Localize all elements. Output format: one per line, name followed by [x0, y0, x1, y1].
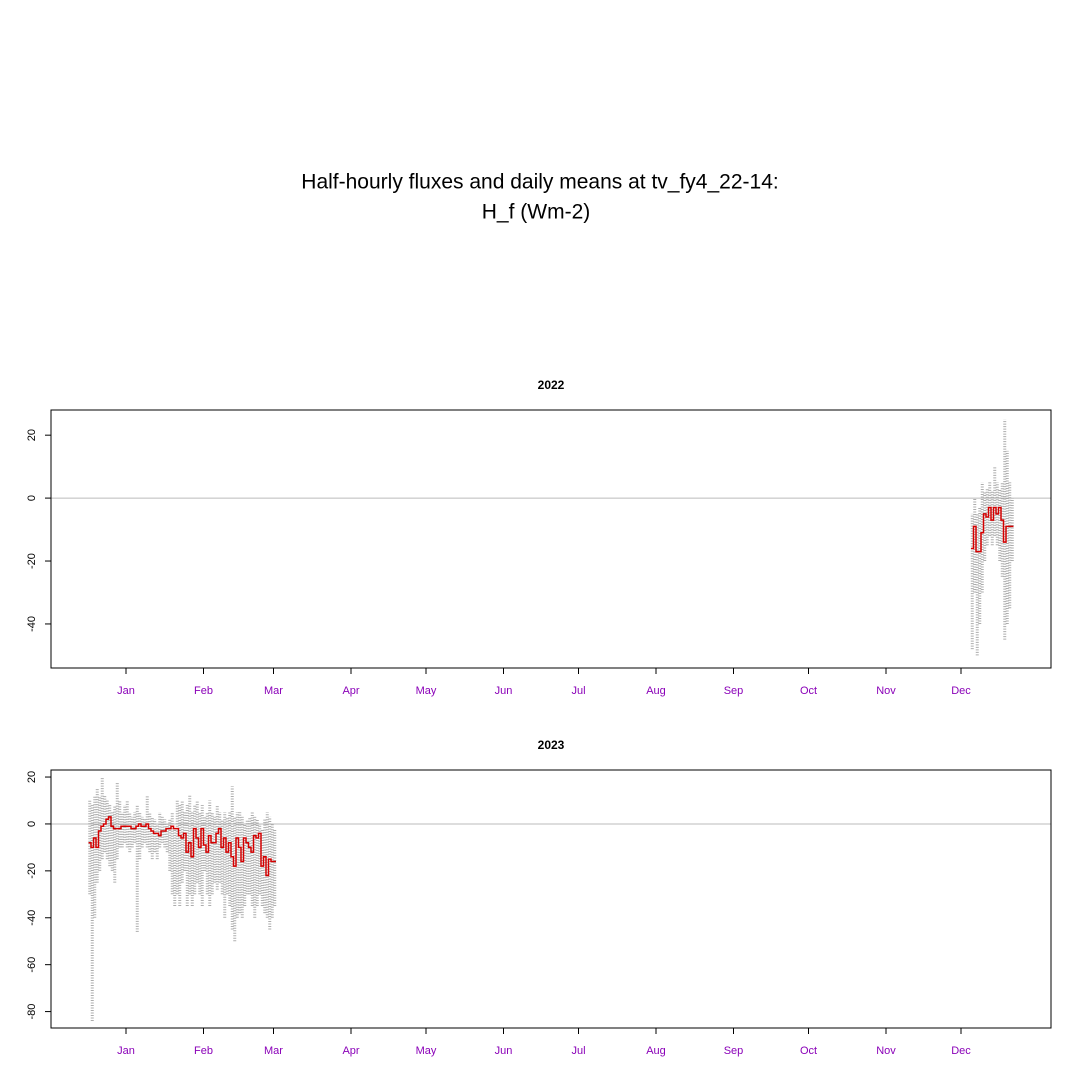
y-tick-label: -60 [26, 957, 38, 973]
x-tick-label: Jun [495, 1045, 513, 1057]
y-tick-label: -80 [26, 1004, 38, 1020]
panel-title: 2022 [538, 378, 565, 392]
x-tick-label: Nov [876, 685, 896, 697]
x-tick-label: Feb [194, 685, 213, 697]
x-tick-label: Oct [800, 685, 817, 697]
x-tick-label: Jun [495, 685, 513, 697]
y-tick-label: -40 [26, 616, 38, 632]
x-tick-label: Aug [646, 685, 666, 697]
panel-title: 2023 [538, 738, 565, 752]
x-tick-label: Jul [571, 1045, 585, 1057]
x-tick-label: Aug [646, 1045, 666, 1057]
x-tick-label: Jan [117, 1045, 135, 1057]
x-tick-label: Oct [800, 1045, 817, 1057]
half-hourly-points [970, 419, 1014, 656]
y-tick-label: 20 [26, 771, 38, 783]
y-tick-label: 20 [26, 429, 38, 441]
x-tick-label: Sep [724, 685, 744, 697]
x-tick-label: Jul [571, 685, 585, 697]
x-tick-label: Nov [876, 1045, 896, 1057]
daily-mean [88, 816, 276, 877]
y-tick-label: -20 [26, 553, 38, 569]
plot-frame [50, 409, 1052, 669]
y-tick-label: -40 [26, 910, 38, 926]
x-tick-label: Apr [342, 1045, 359, 1057]
y-tick-label: 0 [26, 821, 38, 827]
main-title: H_f (Wm-2) [482, 201, 591, 224]
half-hourly-points [88, 777, 277, 1021]
x-tick-label: Feb [194, 1045, 213, 1057]
y-tick-label: 0 [26, 495, 38, 501]
x-tick-label: Dec [951, 1045, 971, 1057]
x-tick-label: Sep [724, 1045, 744, 1057]
x-tick-label: Jan [117, 685, 135, 697]
x-tick-label: Mar [264, 1045, 283, 1057]
daily-mean [971, 506, 1014, 553]
plot-frame [50, 769, 1052, 1029]
y-tick-label: -20 [26, 863, 38, 879]
x-tick-label: Dec [951, 685, 971, 697]
x-tick-label: Apr [342, 685, 359, 697]
x-tick-label: Mar [264, 685, 283, 697]
x-tick-label: May [416, 1045, 437, 1057]
main-title: Half-hourly fluxes and daily means at tv… [301, 171, 778, 194]
x-tick-label: May [416, 685, 437, 697]
